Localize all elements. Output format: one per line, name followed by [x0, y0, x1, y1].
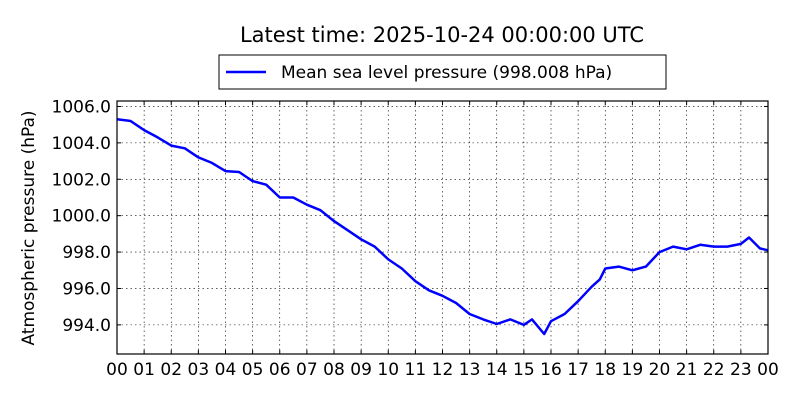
x-tick-label: 19	[622, 360, 644, 380]
chart-title: Latest time: 2025-10-24 00:00:00 UTC	[240, 23, 644, 47]
x-tick-label: 16	[540, 360, 562, 380]
x-tick-label: 12	[432, 360, 454, 380]
x-tick-label: 04	[215, 360, 237, 380]
x-tick-label: 22	[703, 360, 725, 380]
x-tick-label: 00	[106, 360, 128, 380]
y-tick-label: 996.0	[62, 279, 111, 299]
x-tick-label: 14	[486, 360, 508, 380]
x-tick-label: 06	[269, 360, 291, 380]
x-tick-label: 11	[405, 360, 427, 380]
x-tick-label: 15	[513, 360, 535, 380]
x-tick-label: 08	[323, 360, 345, 380]
y-tick-label: 998.0	[62, 243, 111, 263]
x-tick-label: 09	[350, 360, 372, 380]
y-tick-label: 994.0	[62, 316, 111, 336]
x-tick-label: 05	[242, 360, 264, 380]
plot-frame	[116, 100, 769, 355]
x-tick-label: 03	[188, 360, 210, 380]
x-tick-label: 17	[567, 360, 589, 380]
y-tick-label: 1004.0	[52, 134, 111, 154]
x-tick-label: 23	[730, 360, 752, 380]
x-tick-label: 00	[757, 360, 779, 380]
x-tick-label: 20	[649, 360, 671, 380]
x-tick-label: 07	[296, 360, 318, 380]
y-axis-label: Atmospheric pressure (hPa)	[19, 110, 39, 345]
legend-label: Mean sea level pressure (998.008 hPa)	[281, 63, 612, 83]
legend: Mean sea level pressure (998.008 hPa)	[218, 54, 667, 90]
series-line	[116, 117, 769, 336]
x-tick-label: 01	[133, 360, 155, 380]
y-tick-label: 1000.0	[52, 207, 111, 227]
x-tick-label: 10	[377, 360, 399, 380]
x-tick-label: 18	[594, 360, 616, 380]
x-tick-label: 21	[676, 360, 698, 380]
x-tick-label: 13	[459, 360, 481, 380]
x-tick-label: 02	[160, 360, 182, 380]
legend-box	[218, 54, 667, 90]
y-tick-label: 1006.0	[52, 97, 111, 117]
y-tick-label: 1002.0	[52, 170, 111, 190]
